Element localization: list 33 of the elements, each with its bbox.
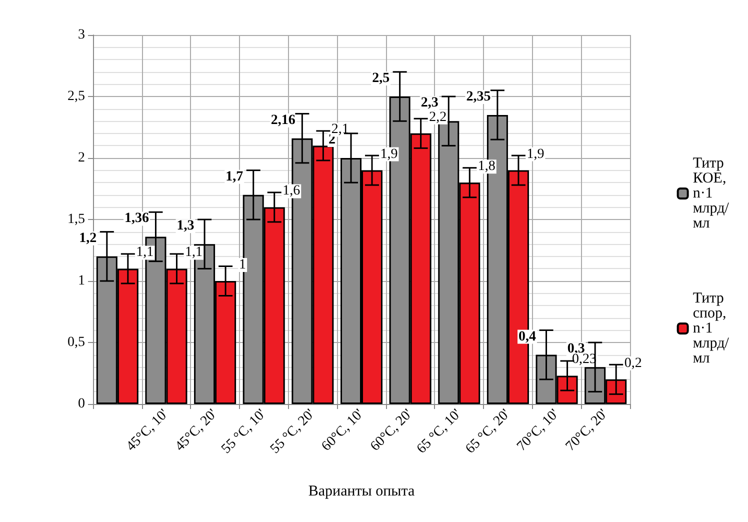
legend-label: Титр КОЕ, n·1 млрд/мл xyxy=(692,156,730,232)
legend-label: Титр спор, n·1 млрд/мл xyxy=(692,290,730,366)
x-tick-label: 65 °C, 10' xyxy=(414,406,464,457)
y-tick-label: 2,5 xyxy=(68,89,85,104)
data-label: 1 xyxy=(239,258,246,272)
data-label: 2,2 xyxy=(429,110,447,125)
data-label: 1,9 xyxy=(526,146,544,162)
x-tick-label: 65 °C, 20' xyxy=(463,406,514,457)
data-label: 1,8 xyxy=(478,159,496,174)
x-tick-label: 55 °C, 20' xyxy=(268,406,318,457)
data-label: 2,3 xyxy=(420,96,438,111)
y-tick-label: 3 xyxy=(78,28,85,42)
data-label: 1,9 xyxy=(380,146,398,162)
x-axis-title: Варианты опыта xyxy=(308,484,415,500)
data-label: 2,16 xyxy=(270,112,296,128)
data-label: 0,2 xyxy=(624,356,642,371)
data-label: 1,1 xyxy=(184,245,202,260)
data-label: 1,3 xyxy=(176,218,194,234)
y-tick-label: 1,5 xyxy=(68,212,85,227)
data-label: 1,36 xyxy=(124,211,149,226)
data-label: 1,1 xyxy=(136,245,154,260)
y-tick-label: 0,5 xyxy=(68,335,85,350)
x-tick-label: 55 °C, 10' xyxy=(219,406,270,457)
data-label: 2,35 xyxy=(466,89,491,104)
data-label: 1,7 xyxy=(226,169,244,184)
data-label: 1,2 xyxy=(79,230,97,246)
y-tick-label: 1 xyxy=(78,274,85,288)
y-tick-label: 0 xyxy=(78,396,85,412)
data-label: 0,4 xyxy=(518,329,536,344)
data-label: 2,5 xyxy=(372,71,390,86)
data-label: 1,6 xyxy=(282,184,300,199)
data-label: 2,1 xyxy=(331,122,349,138)
y-tick-label: 2 xyxy=(78,150,85,166)
